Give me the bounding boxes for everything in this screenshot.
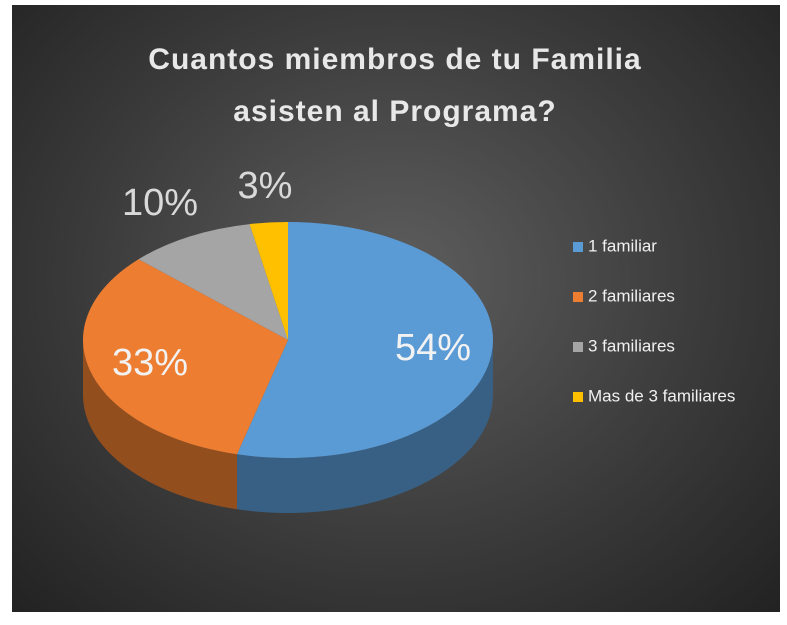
legend-swatch <box>573 292 583 302</box>
slice-side <box>237 340 493 513</box>
chart-title: Cuantos miembros de tu Familia asisten a… <box>148 43 642 128</box>
legend-swatch <box>573 392 583 402</box>
legend-label: 2 familiares <box>588 286 675 305</box>
legend-swatch <box>573 242 583 252</box>
slice <box>237 222 493 458</box>
legend-label: 1 familiar <box>588 236 657 255</box>
legend-label: 3 familiares <box>588 336 675 355</box>
slice <box>138 224 288 340</box>
legend-label: Mas de 3 familiares <box>588 386 735 405</box>
legend-swatch <box>573 342 583 352</box>
slice <box>249 222 288 340</box>
slice-side <box>83 340 238 510</box>
data-label: 3% <box>238 165 293 207</box>
data-label: 54% <box>395 327 471 369</box>
data-label: 10% <box>122 182 198 224</box>
slice <box>83 259 289 455</box>
data-label: 33% <box>112 342 188 384</box>
